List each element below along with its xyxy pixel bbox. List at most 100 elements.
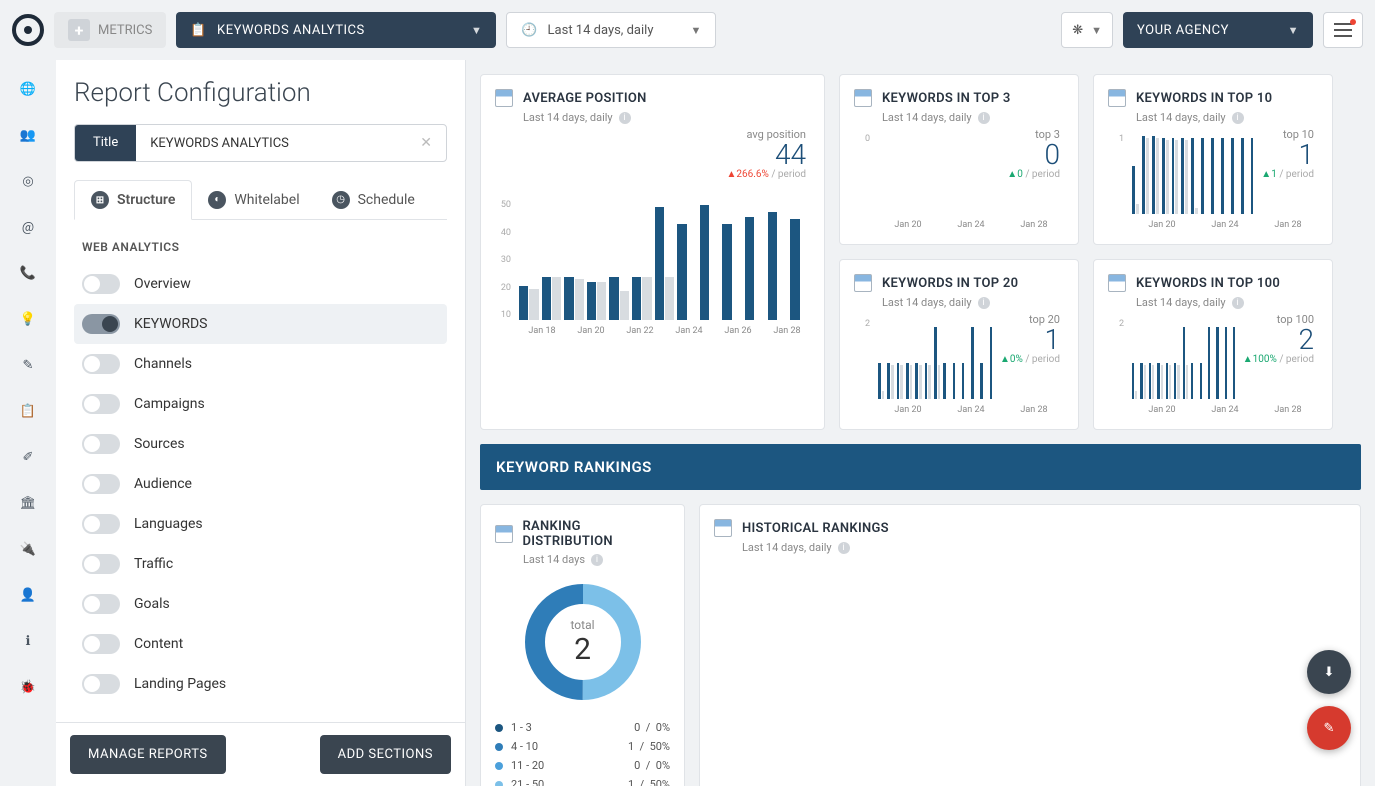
theme-icon: ❋ <box>1072 23 1083 38</box>
toggle-row-keywords[interactable]: KEYWORDS <box>74 304 447 344</box>
info-icon[interactable]: i <box>619 112 631 124</box>
at-icon[interactable]: ＠ <box>19 218 37 236</box>
legend-row: 1 - 3 0 / 0% <box>495 718 670 737</box>
toggle-row-goals[interactable]: Goals <box>74 584 447 624</box>
tab-whitelabel[interactable]: ◐Whitelabel <box>192 180 315 219</box>
pencil-icon[interactable]: ✎ <box>19 356 37 374</box>
metrics-button[interactable]: + METRICS <box>54 12 166 48</box>
ranking-donut: total2 <box>523 582 643 702</box>
toggle-label: Goals <box>134 596 170 612</box>
config-tabs: ⊞Structure ◐Whitelabel ◷Schedule <box>74 180 447 220</box>
bulb-icon[interactable]: 💡 <box>19 310 37 328</box>
toggle-label: KEYWORDS <box>134 316 207 332</box>
globe-icon[interactable]: 🌐 <box>19 80 37 98</box>
info-icon[interactable]: i <box>838 542 850 554</box>
toggle-switch[interactable] <box>82 594 120 614</box>
panel-title: Report Configuration <box>74 78 447 108</box>
legend-row: 21 - 50 1 / 50% <box>495 775 670 786</box>
info-icon[interactable]: ℹ <box>19 632 37 650</box>
title-field-value[interactable]: KEYWORDS ANALYTICS <box>150 136 289 151</box>
toggle-switch[interactable] <box>82 514 120 534</box>
mini-card: KEYWORDS IN TOP 100 Last 14 days, dailyi… <box>1093 259 1333 430</box>
wand-icon[interactable]: ✐ <box>19 448 37 466</box>
section-web-analytics: WEB ANALYTICS <box>82 240 447 254</box>
mini-card: KEYWORDS IN TOP 10 Last 14 days, dailyi … <box>1093 74 1333 245</box>
toggle-row-channels[interactable]: Channels <box>74 344 447 384</box>
config-panel: Report Configuration Title KEYWORDS ANAL… <box>56 60 466 786</box>
toggle-switch[interactable] <box>82 274 120 294</box>
title-field: Title KEYWORDS ANALYTICS ✕ <box>74 124 447 162</box>
plus-icon: + <box>68 19 90 41</box>
clipboard-icon: 📋 <box>190 23 207 38</box>
dashboard-main: AVERAGE POSITION Last 14 days, dailyi av… <box>466 60 1375 786</box>
toggle-switch[interactable] <box>82 674 120 694</box>
analytics-label: KEYWORDS ANALYTICS <box>217 23 365 38</box>
chart-icon <box>495 89 513 107</box>
toggle-row-landing-pages[interactable]: Landing Pages <box>74 664 447 704</box>
toggle-row-sources[interactable]: Sources <box>74 424 447 464</box>
agency-label: YOUR AGENCY <box>1137 23 1229 38</box>
target-icon[interactable]: ◎ <box>19 172 37 190</box>
card-title: AVERAGE POSITION <box>523 91 647 106</box>
toggle-row-audience[interactable]: Audience <box>74 464 447 504</box>
metrics-label: METRICS <box>98 23 152 38</box>
bug-icon[interactable]: 🐞 <box>19 678 37 696</box>
toggle-label: Overview <box>134 276 191 292</box>
toggle-label: Campaigns <box>134 396 205 412</box>
mini-cards-grid: KEYWORDS IN TOP 3 Last 14 days, dailyi 0… <box>839 74 1333 430</box>
tab-schedule[interactable]: ◷Schedule <box>316 180 431 219</box>
topbar: + METRICS 📋 KEYWORDS ANALYTICS ▼ 🕘 Last … <box>0 0 1375 60</box>
clear-icon[interactable]: ✕ <box>420 135 432 151</box>
historical-stacked-chart <box>738 578 1346 698</box>
legend-row: 4 - 10 1 / 50% <box>495 737 670 756</box>
toggle-switch[interactable] <box>82 394 120 414</box>
info-icon[interactable]: i <box>591 554 603 566</box>
mini-card: KEYWORDS IN TOP 3 Last 14 days, dailyi 0… <box>839 74 1079 245</box>
chevron-down-icon: ▼ <box>1288 24 1299 37</box>
tab-structure[interactable]: ⊞Structure <box>74 180 192 220</box>
toggle-switch[interactable] <box>82 554 120 574</box>
chevron-down-icon: ▼ <box>690 24 701 37</box>
notification-dot <box>1350 19 1356 25</box>
manage-reports-button[interactable]: MANAGE REPORTS <box>70 735 226 774</box>
toggle-row-campaigns[interactable]: Campaigns <box>74 384 447 424</box>
chevron-down-icon: ▼ <box>1091 24 1102 37</box>
toggle-row-overview[interactable]: Overview <box>74 264 447 304</box>
analytics-dropdown[interactable]: 📋 KEYWORDS ANALYTICS ▼ <box>176 12 496 48</box>
download-fab[interactable]: ⬇ <box>1307 650 1351 694</box>
clipboard-icon[interactable]: 📋 <box>19 402 37 420</box>
chart-icon <box>714 519 732 537</box>
phone-icon[interactable]: 📞 <box>19 264 37 282</box>
add-sections-button[interactable]: ADD SECTIONS <box>320 735 451 774</box>
keyword-rankings-banner: KEYWORD RANKINGS <box>480 444 1361 490</box>
toggle-switch[interactable] <box>82 354 120 374</box>
toggle-label: Landing Pages <box>134 676 226 692</box>
user-icon[interactable]: 👤 <box>19 586 37 604</box>
toggle-label: Channels <box>134 356 192 372</box>
menu-button[interactable] <box>1323 12 1363 48</box>
toggle-row-content[interactable]: Content <box>74 624 447 664</box>
chevron-down-icon: ▼ <box>471 24 482 37</box>
daterange-dropdown[interactable]: 🕘 Last 14 days, daily ▼ <box>506 12 716 48</box>
card-avg-position: AVERAGE POSITION Last 14 days, dailyi av… <box>480 74 825 430</box>
agency-dropdown[interactable]: YOUR AGENCY ▼ <box>1123 12 1313 48</box>
toggle-switch[interactable] <box>82 434 120 454</box>
toggle-switch[interactable] <box>82 314 120 334</box>
mini-card: KEYWORDS IN TOP 20 Last 14 days, dailyi … <box>839 259 1079 430</box>
bank-icon[interactable]: 🏛 <box>19 494 37 512</box>
toggle-row-languages[interactable]: Languages <box>74 504 447 544</box>
card-historical-rankings: HISTORICAL RANKINGS Last 14 days, dailyi <box>699 504 1361 786</box>
toggle-switch[interactable] <box>82 474 120 494</box>
users-icon[interactable]: 👥 <box>19 126 37 144</box>
toggle-row-traffic[interactable]: Traffic <box>74 544 447 584</box>
theme-dropdown[interactable]: ❋ ▼ <box>1061 12 1113 48</box>
logo <box>12 14 44 46</box>
edit-fab[interactable]: ✎ <box>1307 706 1351 750</box>
title-field-label: Title <box>75 125 136 161</box>
plug-icon[interactable]: 🔌 <box>19 540 37 558</box>
icon-rail: 🌐 👥 ◎ ＠ 📞 💡 ✎ 📋 ✐ 🏛 🔌 👤 ℹ 🐞 <box>0 60 56 786</box>
toggle-label: Audience <box>134 476 192 492</box>
chart-icon <box>495 525 513 543</box>
toggle-switch[interactable] <box>82 634 120 654</box>
structure-icon: ⊞ <box>91 191 109 209</box>
